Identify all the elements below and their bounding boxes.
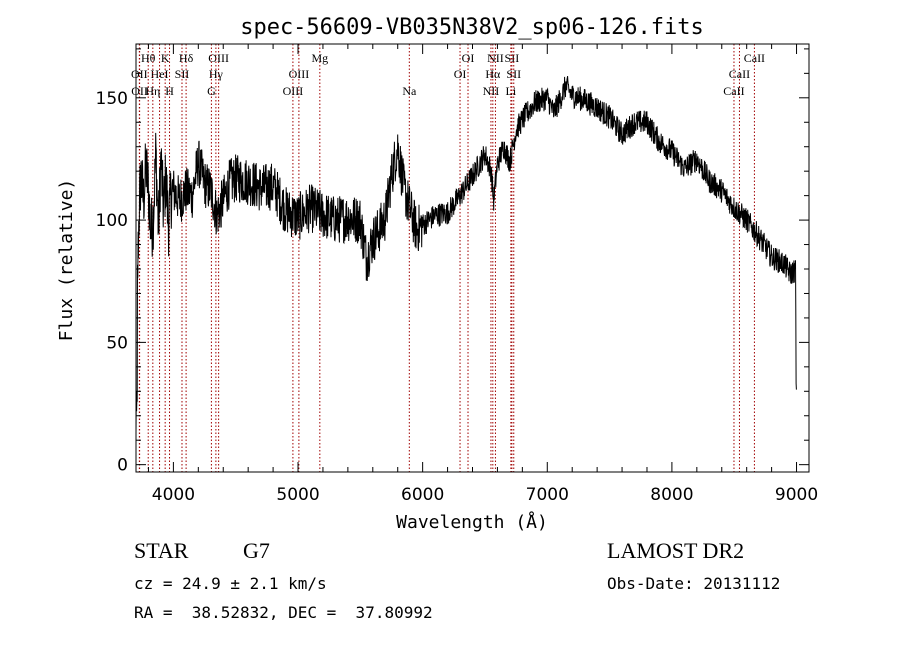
plot-frame (135, 43, 810, 473)
x-tick-label: 4000 (152, 485, 195, 505)
redshift-cz: cz = 24.9 ± 2.1 km/s (134, 574, 327, 593)
line-marker-label: OIII (289, 67, 310, 81)
y-axis-label: Flux (relative) (56, 179, 77, 342)
line-marker-label: CaII (723, 84, 744, 98)
observation-date: Obs-Date: 20131112 (607, 574, 781, 593)
y-tick-label: 0 (117, 456, 128, 476)
line-marker-label: NII (483, 84, 500, 98)
coordinates: RA = 38.52832, DEC = 37.80992 (134, 603, 433, 622)
line-marker-label: Hδ (179, 51, 194, 65)
line-marker-label: K (161, 51, 170, 65)
line-marker-label: Hθ (141, 51, 156, 65)
chart-title: spec-56609-VB035N38V2_sp06-126.fits (240, 15, 704, 40)
x-tick-label: 9000 (775, 485, 818, 505)
line-marker-label: Hγ (209, 67, 224, 81)
line-marker-label: H (165, 84, 174, 98)
line-marker-label: Mg (311, 51, 328, 65)
spectrum-line (135, 76, 797, 434)
object-class: STAR (134, 538, 189, 563)
x-axis-label: Wavelength (Å) (396, 511, 548, 533)
x-tick-label: 5000 (276, 485, 319, 505)
line-marker-label: Hα (485, 67, 501, 81)
line-marker-label: OII (131, 67, 148, 81)
line-marker-label: SII (505, 51, 520, 65)
line-marker-label: OII (131, 84, 148, 98)
y-tick-label: 50 (106, 333, 128, 353)
line-marker-label: Li (506, 84, 517, 98)
line-marker-label: NII (487, 51, 504, 65)
line-marker-label: HeI (151, 67, 169, 81)
line-marker-label: Hη (145, 84, 160, 98)
x-tick-label: 7000 (526, 485, 569, 505)
line-marker-label: SII (175, 67, 190, 81)
line-marker-label: G (207, 84, 216, 98)
line-marker-label: OIII (208, 51, 229, 65)
line-marker-label: OI (462, 51, 475, 65)
x-tick-label: 6000 (401, 485, 444, 505)
y-tick-label: 150 (96, 89, 128, 109)
line-marker-label: Na (402, 84, 417, 98)
line-marker-label: CaII (744, 51, 765, 65)
line-marker-label: SII (506, 67, 521, 81)
line-marker-label: CaII (729, 67, 750, 81)
y-tick-label: 100 (96, 211, 128, 231)
survey-name: LAMOST DR2 (607, 538, 745, 563)
spectrum-series (135, 76, 797, 434)
line-marker-label: OI (454, 67, 467, 81)
line-marker-label: OIII (283, 84, 304, 98)
x-tick-label: 8000 (650, 485, 693, 505)
axis-ticks: 4000 5000 6000 7000 8000 9000 0 50 100 150 (96, 44, 818, 505)
object-subclass: G7 (243, 538, 270, 563)
